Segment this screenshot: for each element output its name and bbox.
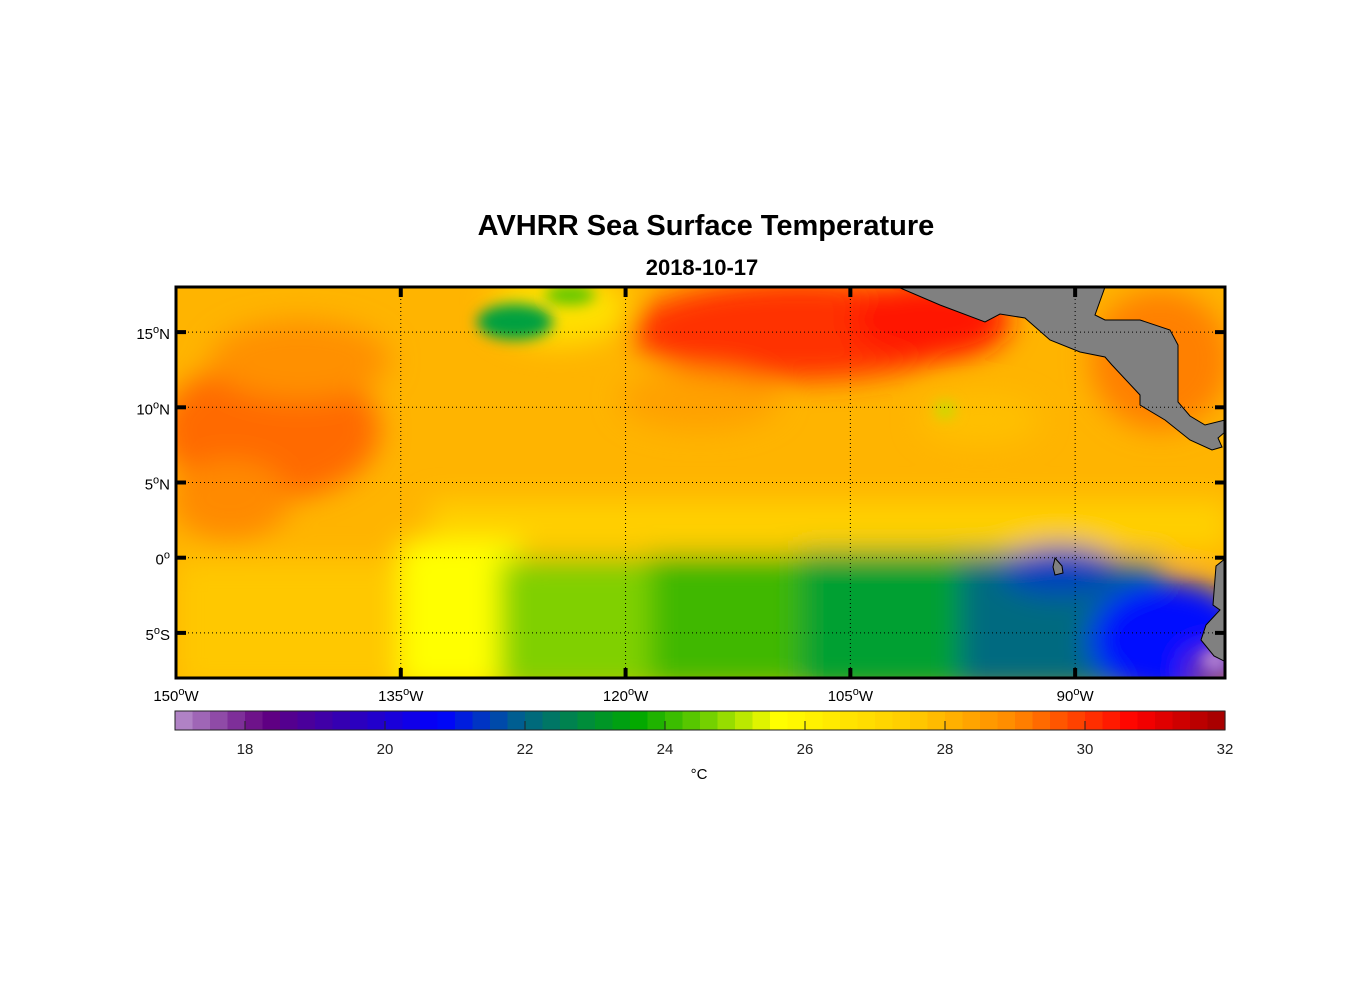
- colorbar-segment: [1190, 711, 1209, 730]
- colorbar-segment: [1015, 711, 1034, 730]
- colorbar-segment: [1102, 711, 1121, 730]
- colorbar-segment: [682, 711, 701, 730]
- colorbar-segment: [962, 711, 981, 730]
- colorbar-segment: [945, 711, 964, 730]
- colorbar-segment: [822, 711, 841, 730]
- colorbar-segment: [1032, 711, 1051, 730]
- colorbar-segment: [192, 711, 211, 730]
- y-tick-label: 15oN: [136, 324, 170, 343]
- x-tick-label: 150oW: [153, 686, 199, 705]
- x-tick-label: 105oW: [828, 686, 874, 705]
- colorbar-tick-label: 28: [937, 741, 954, 758]
- y-tick-label: 0o: [156, 550, 170, 569]
- colorbar-segment: [210, 711, 229, 730]
- colorbar-segment: [1120, 711, 1139, 730]
- chart-subtitle: 2018-10-17: [646, 255, 759, 280]
- colorbar-segment: [385, 711, 404, 730]
- colorbar-tick-label: 20: [377, 741, 394, 758]
- galapagos-land: [1052, 556, 1064, 576]
- colorbar-segment: [910, 711, 929, 730]
- colorbar-segment: [437, 711, 456, 730]
- colorbar-segment: [262, 711, 281, 730]
- colorbar-segment: [245, 711, 264, 730]
- colorbar-segment: [630, 711, 649, 730]
- sst-field: [176, 287, 1225, 678]
- colorbar-segment: [787, 711, 806, 730]
- colorbar-segment: [1172, 711, 1191, 730]
- colorbar-segment: [840, 711, 859, 730]
- central-america-land: [897, 287, 1225, 451]
- colorbar-segment: [875, 711, 894, 730]
- colorbar-segment: [420, 711, 439, 730]
- colorbar-unit-label: °C: [691, 766, 708, 783]
- colorbar-segment: [472, 711, 491, 730]
- colorbar-segment: [595, 711, 614, 730]
- colorbar-segment: [1067, 711, 1086, 730]
- colorbar-segment: [717, 711, 736, 730]
- colorbar: 18 20 22 24 26 28 30 32: [174, 710, 1234, 758]
- colorbar-segment: [402, 711, 421, 730]
- axis-ticks: 150oW 135oW 120oW 105oW 90oW 15oN 10oN 5oN 0o 5oS: [136, 287, 1225, 705]
- x-tick-label: 90oW: [1057, 686, 1095, 705]
- colorbar-segment: [997, 711, 1016, 730]
- colorbar-segment: [1155, 711, 1174, 730]
- graticule: [176, 287, 1225, 678]
- y-tick-label: 10oN: [136, 399, 170, 418]
- colorbar-segment: [455, 711, 474, 730]
- colorbar-segment: [647, 711, 666, 730]
- colorbar-segment: [227, 711, 246, 730]
- colorbar-segment: [770, 711, 789, 730]
- colorbar-segment: [735, 711, 754, 730]
- colorbar-segment: [280, 711, 299, 730]
- colorbar-segment: [175, 711, 194, 730]
- chart-title: AVHRR Sea Surface Temperature: [478, 210, 935, 242]
- colorbar-segment: [752, 711, 771, 730]
- x-tick-label: 135oW: [378, 686, 424, 705]
- colorbar-segment: [1137, 711, 1156, 730]
- colorbar-segment: [700, 711, 719, 730]
- colorbar-segment: [542, 711, 561, 730]
- colorbar-segment: [1207, 711, 1226, 730]
- colorbar-segment: [350, 711, 369, 730]
- colorbar-segment: [857, 711, 876, 730]
- colorbar-tick-label: 24: [657, 741, 674, 758]
- colorbar-segment: [297, 711, 316, 730]
- colorbar-segment: [612, 711, 631, 730]
- colorbar-segment: [665, 711, 684, 730]
- colorbar-tick-label: 18: [237, 741, 254, 758]
- colorbar-segment: [525, 711, 544, 730]
- colorbar-segment: [805, 711, 824, 730]
- colorbar-segment: [1050, 711, 1069, 730]
- colorbar-tick-label: 32: [1217, 741, 1234, 758]
- colorbar-segment: [892, 711, 911, 730]
- colorbar-tick-label: 22: [517, 741, 534, 758]
- y-tick-label: 5oN: [145, 475, 170, 494]
- south-america-land: [1200, 558, 1225, 663]
- colorbar-segment: [1085, 711, 1104, 730]
- colorbar-tick-label: 26: [797, 741, 814, 758]
- colorbar-segment: [367, 711, 386, 730]
- colorbar-segment: [315, 711, 334, 730]
- colorbar-frame: [174, 710, 1226, 731]
- colorbar-segment: [577, 711, 596, 730]
- colorbar-segment: [980, 711, 999, 730]
- colorbar-segment: [507, 711, 526, 730]
- colorbar-segment: [927, 711, 946, 730]
- colorbar-segment: [490, 711, 509, 730]
- colorbar-segment: [332, 711, 351, 730]
- colorbar-segment: [560, 711, 579, 730]
- y-tick-label: 5oS: [146, 625, 170, 644]
- colorbar-tick-label: 30: [1077, 741, 1094, 758]
- x-tick-label: 120oW: [603, 686, 649, 705]
